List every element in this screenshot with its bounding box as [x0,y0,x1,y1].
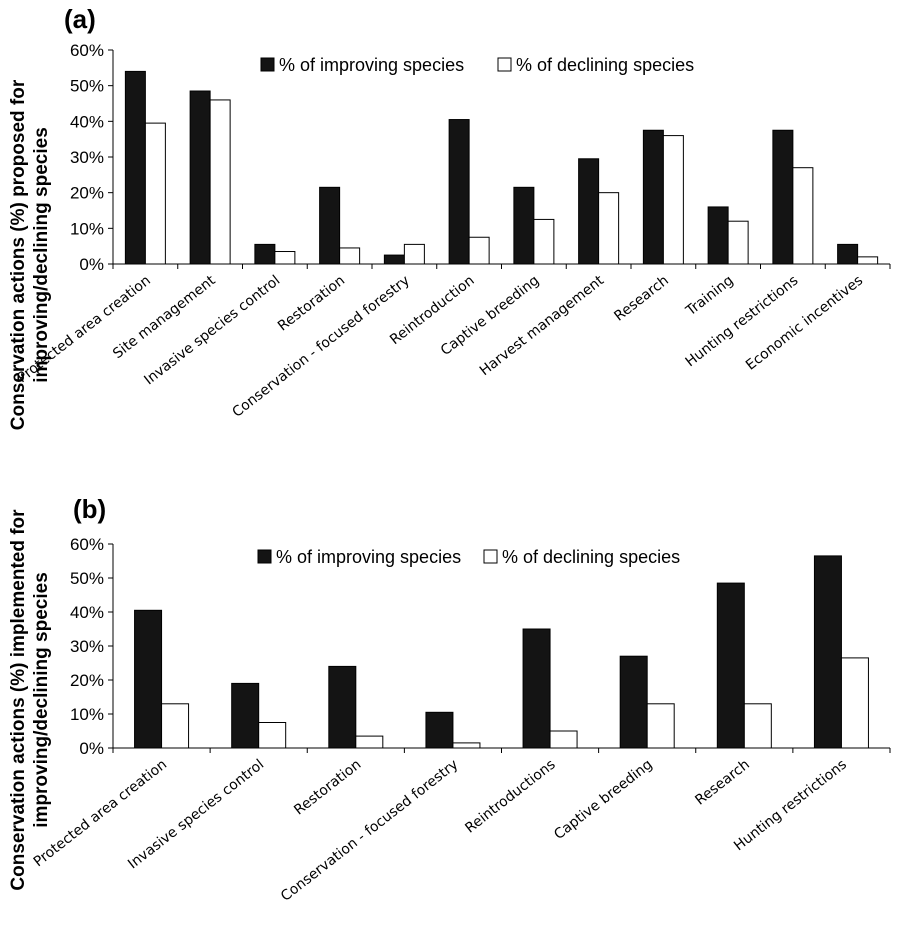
legend-swatch-declining [483,549,498,564]
category-label: Training [682,273,736,320]
legend-swatch-improving [260,57,275,72]
y-tick-label: 40% [70,112,104,131]
bar-improving [328,665,357,749]
y-tick-label: 0% [79,255,104,274]
y-tick-label: 0% [79,739,104,758]
category-label: Research [611,273,671,325]
y-tick-label: 10% [70,705,104,724]
category-label: Captive breeding [551,757,655,844]
bar-improving [231,682,260,749]
y-tick-label: 30% [70,637,104,656]
bar-declining [209,99,231,265]
bar-improving [448,119,470,265]
y-tick-label: 10% [70,219,104,238]
bar-improving [124,70,146,265]
bar-improving [254,243,276,265]
bar-improving [578,158,600,265]
bar-improving [619,655,648,749]
panel-b-ylabel-line2: improving/declining species [31,572,52,828]
y-tick-label: 20% [70,184,104,203]
bar-improving [813,555,842,749]
bar-improving [642,129,664,265]
category-label: Harvest management [477,272,608,379]
legend-swatch-improving [257,549,272,564]
legend-label-improving: % of improving species [276,547,461,567]
panel-b: (b) Conservation actions (%) implemented… [8,494,891,905]
bar-declining [468,236,490,265]
y-tick-label: 60% [70,41,104,60]
y-tick-label: 20% [70,671,104,690]
panel-a-plot-area: 0%10%20%30%40%50%60%Protected area creat… [15,41,891,421]
bar-declining [857,256,879,265]
category-label: Economic incentives [743,273,866,374]
bar-declining [258,722,287,749]
panel-a: (a) Conservation actions (%) proposed fo… [8,4,891,430]
bar-declining [144,122,166,265]
bar-declining [549,730,578,749]
bar-declining [355,735,384,749]
category-label: Reintroductions [462,757,558,837]
bar-declining [339,247,361,265]
category-label: Hunting restrictions [683,273,802,371]
category-label: Restoration [291,757,364,819]
bar-declining [452,742,481,749]
y-tick-label: 60% [70,535,104,554]
bar-declining [792,167,814,265]
bar-improving [425,711,454,749]
y-tick-label: 30% [70,148,104,167]
bar-declining [840,657,869,749]
category-label: Research [692,757,752,809]
bar-improving [772,129,794,265]
bar-improving [319,186,341,265]
bar-declining [743,703,772,749]
bar-improving [707,206,729,265]
y-tick-label: 50% [70,77,104,96]
legend-label-declining: % of declining species [502,547,680,567]
bar-improving [716,582,745,749]
bar-improving [134,609,163,749]
bar-declining [662,135,684,265]
bar-declining [727,220,749,265]
bar-declining [161,703,190,749]
bar-declining [403,243,425,265]
y-tick-label: 40% [70,603,104,622]
bar-declining [598,192,620,265]
panel-b-plot-area: 0%10%20%30%40%50%60%Protected area creat… [31,535,891,905]
legend-swatch-declining [497,57,512,72]
category-label: Conservation - focused forestry [278,757,461,905]
panel-b-legend: % of improving species % of declining sp… [257,547,680,567]
legend-label-declining: % of declining species [516,55,694,75]
bar-declining [533,218,555,265]
panel-a-ylabel-line1: Conservation actions (%) proposed for [8,79,29,430]
bar-declining [646,703,675,749]
panel-a-legend: % of improving species % of declining sp… [260,55,694,75]
y-tick-label: 50% [70,569,104,588]
bar-improving [189,90,211,265]
bar-improving [837,243,859,265]
bar-improving [383,254,405,265]
panel-b-ylabel-line1: Conservation actions (%) implemented for [8,509,29,891]
panel-a-label: (a) [64,4,96,34]
panel-b-label: (b) [73,494,106,524]
legend-label-improving: % of improving species [279,55,464,75]
bar-improving [513,186,535,265]
bar-improving [522,628,551,749]
bar-declining [274,251,296,265]
panel-a-ylabel-line2: improving/declining species [31,127,52,383]
